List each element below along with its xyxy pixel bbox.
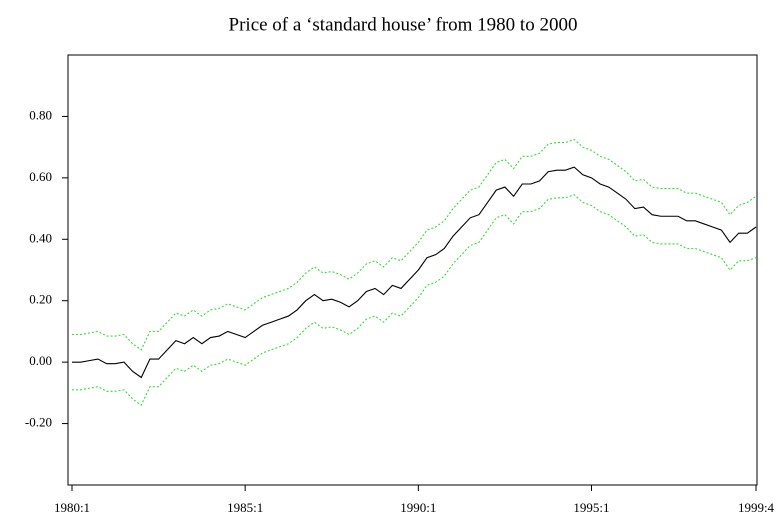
- series-line: [72, 166, 757, 379]
- series-line: [72, 138, 757, 351]
- x-tick-label: 1995:1: [573, 500, 609, 515]
- chart-title: Price of a ‘standard house’ from 1980 to…: [229, 14, 578, 35]
- x-tick-label: 1999:4: [738, 500, 775, 515]
- y-tick-label: 0.00: [29, 353, 52, 368]
- x-tick-label: 1980:1: [54, 500, 90, 515]
- y-tick-label: 0.20: [29, 292, 52, 307]
- y-tick-label: 0.40: [29, 230, 52, 245]
- x-tick-label: 1985:1: [227, 500, 263, 515]
- y-tick-label: 0.60: [29, 169, 52, 184]
- y-tick-label: -0.20: [25, 415, 52, 430]
- x-tick-label: 1990:1: [400, 500, 436, 515]
- y-tick-label: 0.80: [29, 107, 52, 122]
- series-line: [72, 194, 757, 406]
- plot-frame: [67, 54, 758, 486]
